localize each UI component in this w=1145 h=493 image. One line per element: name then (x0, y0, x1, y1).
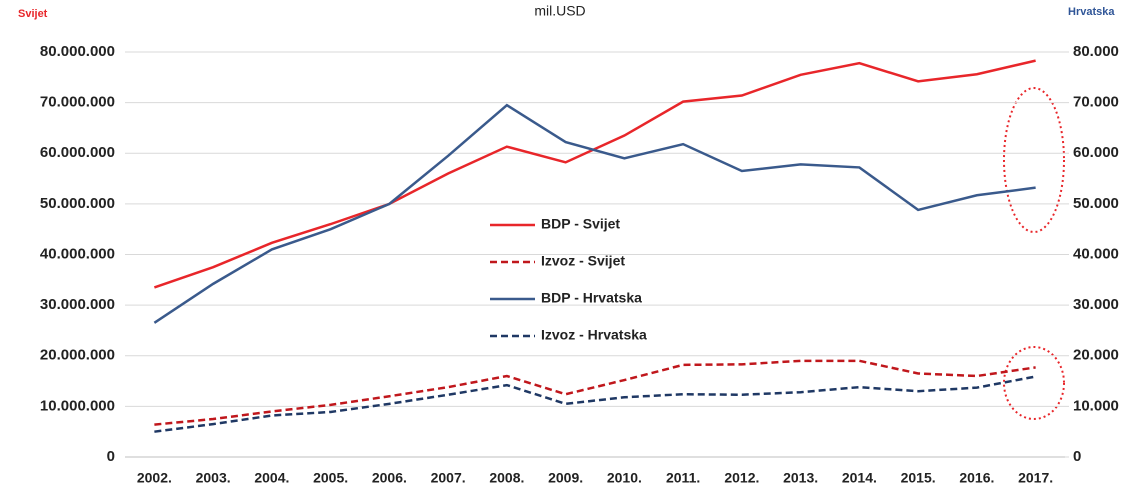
y-tick-label: 30.000.000 (40, 296, 115, 313)
x-tick-label: 2003. (196, 470, 231, 486)
y-tick-label: 50.000.000 (40, 195, 115, 212)
x-tick-label: 2005. (313, 470, 348, 486)
y2-tick-label: 20.000 (1073, 347, 1119, 364)
y-tick-label: 40.000.000 (40, 245, 115, 262)
y2-tick-label: 50.000 (1073, 195, 1119, 212)
y2-tick-label: 80.000 (1073, 43, 1119, 60)
x-tick-label: 2014. (842, 470, 877, 486)
y-tick-label: 60.000.000 (40, 144, 115, 161)
x-tick-label: 2013. (783, 470, 818, 486)
y2-tick-label: 30.000 (1073, 296, 1119, 313)
y2-axis-label: Hrvatska (1068, 6, 1115, 18)
series-line (154, 359, 1036, 426)
highlight-ellipse (1003, 87, 1065, 233)
y-tick-label: 0 (107, 448, 115, 465)
x-tick-label: 2006. (372, 470, 407, 486)
x-tick-label: 2011. (666, 470, 700, 486)
y-tick-label: 10.000.000 (40, 397, 115, 414)
y2-tick-label: 60.000 (1073, 144, 1119, 161)
y2-tick-label: 0 (1073, 448, 1081, 465)
y-tick-label: 70.000.000 (40, 94, 115, 111)
x-tick-label: 2008. (489, 470, 524, 486)
series-line (154, 375, 1036, 433)
x-tick-label: 2004. (254, 470, 289, 486)
y-tick-label: 80.000.000 (40, 43, 115, 60)
x-tick-label: 2016. (959, 470, 994, 486)
y2-tick-label: 10.000 (1073, 397, 1119, 414)
x-tick-label: 2002. (137, 470, 172, 486)
x-tick-label: 2009. (548, 470, 583, 486)
highlight-ellipse (1003, 346, 1065, 420)
chart-title: mil.USD (534, 3, 585, 19)
y2-tick-label: 70.000 (1073, 94, 1119, 111)
series-line (153, 103, 1036, 324)
legend-label: Izvoz - Svijet (541, 253, 625, 269)
x-tick-label: 2017. (1018, 470, 1053, 486)
y-axis-label: Svijet (18, 8, 48, 20)
y2-tick-label: 40.000 (1073, 245, 1119, 262)
x-tick-label: 2010. (607, 470, 642, 486)
y-tick-label: 20.000.000 (40, 347, 115, 364)
x-tick-label: 2007. (431, 470, 466, 486)
legend-label: BDP - Hrvatska (541, 290, 642, 306)
x-tick-label: 2012. (724, 470, 759, 486)
x-tick-label: 2015. (901, 470, 936, 486)
legend-label: BDP - Svijet (541, 216, 620, 232)
legend-label: Izvoz - Hrvatska (541, 327, 647, 343)
